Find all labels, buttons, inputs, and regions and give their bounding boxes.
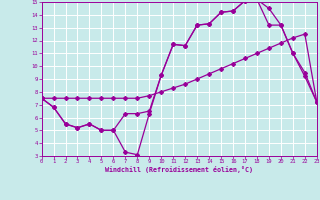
X-axis label: Windchill (Refroidissement éolien,°C): Windchill (Refroidissement éolien,°C) (105, 166, 253, 173)
